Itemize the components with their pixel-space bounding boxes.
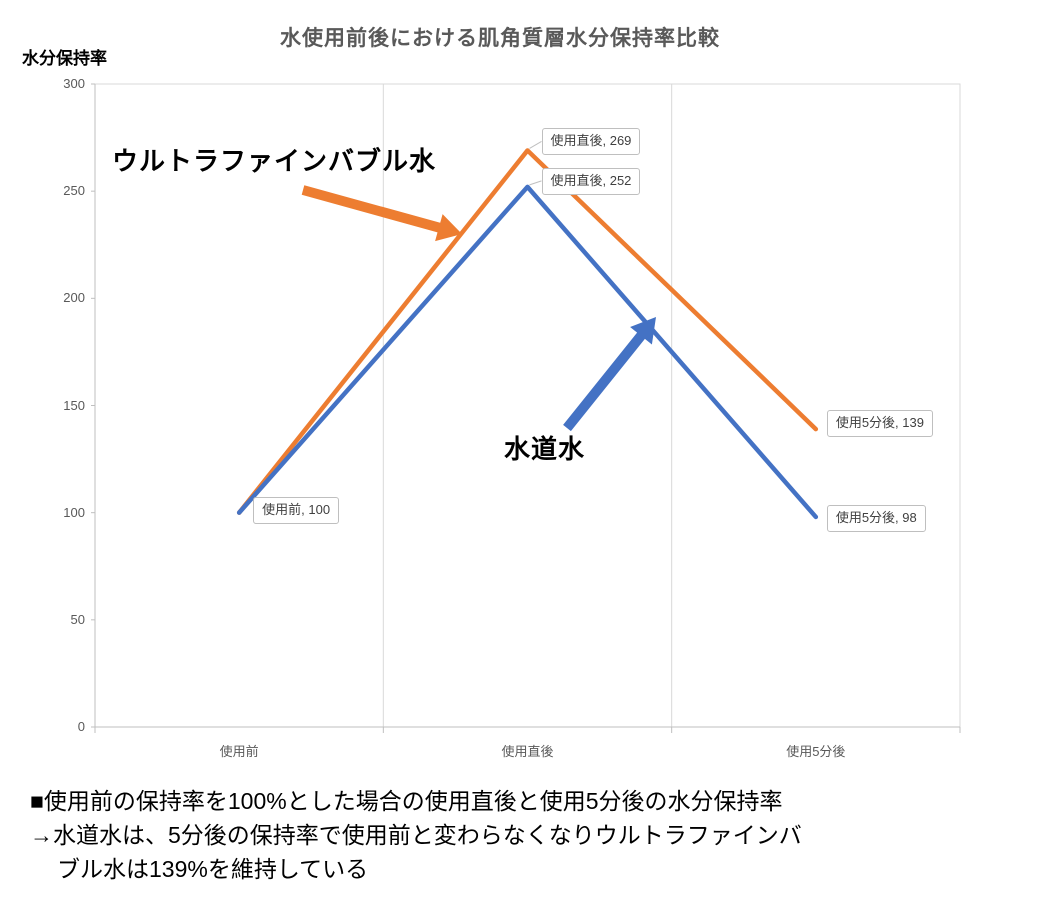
data-label: 使用前, 100 <box>253 496 340 524</box>
footer-line-3: ブル水は139%を維持している <box>57 856 369 882</box>
y-tick-label: 300 <box>63 76 85 91</box>
annotation-arrow-1 <box>301 185 462 242</box>
series-annotation-tap-water: 水道水 <box>504 434 586 464</box>
x-category-label: 使用5分後 <box>786 744 846 759</box>
y-tick-label: 100 <box>63 504 85 520</box>
data-label: 使用直後, 269 <box>541 128 641 156</box>
data-label: 使用直後, 252 <box>541 167 641 195</box>
data-label-leader <box>529 180 542 186</box>
annotation-arrow-2 <box>563 317 656 432</box>
series-line-1 <box>236 148 819 515</box>
y-tick-label: 0 <box>77 719 85 734</box>
y-tick-label: 250 <box>63 183 85 199</box>
data-label: 使用5分後, 139 <box>826 410 933 437</box>
footer-line-1: ■使用前の保持率を100%とした場合の使用直後と使用5分後の水分保持率 <box>30 788 783 814</box>
series-line-2 <box>236 184 819 520</box>
y-tick-label: 150 <box>63 397 85 413</box>
footer-note: ■使用前の保持率を100%とした場合の使用直後と使用5分後の水分保持率 →水道水… <box>30 784 1020 886</box>
x-category-label: 使用前 <box>219 744 259 759</box>
chart-title: 水使用前後における肌角質層水分保持率比較 <box>280 27 720 50</box>
x-category-label: 使用直後 <box>501 744 554 759</box>
series-annotation-ultrafine-bubble-water: ウルトラファインバブル水 <box>112 146 437 176</box>
y-tick-label: 50 <box>70 611 85 627</box>
footer-line-2: →水道水は、5分後の保持率で使用前と変わらなくなりウルトラファインバ <box>30 822 802 848</box>
y-axis-title: 水分保持率 <box>22 49 107 68</box>
data-label-leader <box>529 141 542 149</box>
data-label: 使用5分後, 98 <box>826 504 926 532</box>
y-tick-label: 200 <box>63 290 85 306</box>
plot-border <box>94 83 961 728</box>
